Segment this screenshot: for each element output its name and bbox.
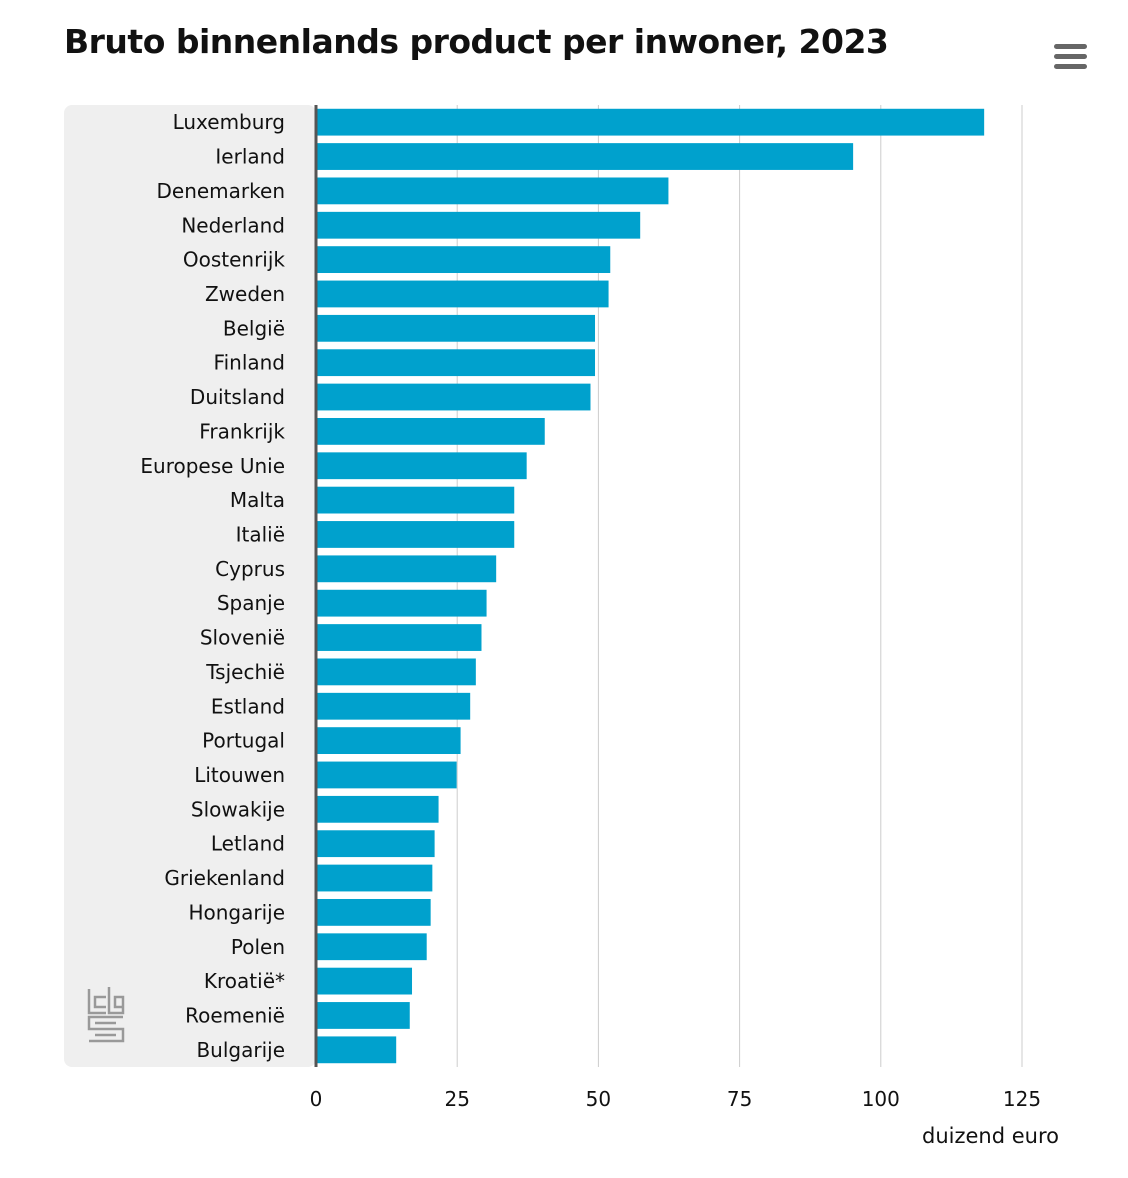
bar[interactable] [316, 177, 669, 205]
category-label: Portugal [202, 729, 285, 753]
bar[interactable] [316, 589, 487, 617]
category-label: Letland [211, 832, 285, 856]
bar[interactable] [316, 898, 431, 926]
bar[interactable] [316, 314, 596, 342]
category-label: Slovenië [200, 626, 285, 650]
bar[interactable] [316, 795, 439, 823]
category-label: Finland [214, 351, 285, 375]
bar[interactable] [316, 830, 435, 858]
category-label: Denemarken [157, 179, 286, 203]
bar[interactable] [316, 692, 471, 720]
bar[interactable] [316, 417, 545, 445]
bar[interactable] [316, 108, 985, 136]
x-tick-label: 75 [727, 1087, 752, 1111]
bar[interactable] [316, 624, 482, 651]
category-label: Spanje [217, 591, 285, 615]
category-label: Malta [230, 488, 285, 512]
category-label: Ierland [215, 145, 285, 169]
bar[interactable] [316, 280, 609, 308]
category-label: Italië [236, 522, 285, 546]
cbs-logo-icon [87, 987, 125, 1043]
category-label: Duitsland [190, 385, 285, 409]
x-tick-label: 25 [444, 1087, 469, 1111]
category-label: Frankrijk [199, 419, 285, 443]
x-tick-label: 100 [862, 1087, 900, 1111]
bar[interactable] [316, 246, 611, 274]
category-label: België [223, 316, 285, 340]
category-label: Oostenrijk [183, 248, 286, 272]
category-label: Polen [231, 935, 285, 959]
x-tick-label: 125 [1003, 1087, 1041, 1111]
bars [316, 108, 985, 1064]
category-label: Roemenië [185, 1003, 285, 1027]
x-tick-label: 0 [310, 1087, 323, 1111]
category-label: Litouwen [194, 763, 285, 787]
bar[interactable] [316, 933, 427, 961]
page-title: Bruto binnenlands product per inwoner, 2… [64, 22, 889, 61]
category-label: Europese Unie [140, 454, 285, 478]
bar[interactable] [316, 486, 515, 514]
hamburger-menu-icon[interactable] [1046, 38, 1094, 78]
bar[interactable] [316, 1002, 410, 1029]
category-label: Hongarije [188, 900, 285, 924]
x-tick-label: 50 [586, 1087, 611, 1111]
category-label: Estland [211, 694, 285, 718]
x-axis-ticks: 0 25 50 75 100 125 [310, 1087, 1041, 1111]
bar[interactable] [316, 864, 433, 892]
bar[interactable] [316, 1036, 397, 1064]
category-label: Griekenland [164, 866, 285, 890]
bar[interactable] [316, 555, 497, 583]
category-label: Cyprus [215, 557, 285, 581]
bar[interactable] [316, 452, 527, 480]
category-label: Tsjechië [205, 660, 285, 684]
bar[interactable] [316, 383, 591, 411]
bar[interactable] [316, 967, 413, 995]
category-label: Nederland [181, 213, 285, 237]
bar[interactable] [316, 143, 854, 170]
bar[interactable] [316, 349, 596, 377]
category-label: Luxemburg [173, 110, 285, 134]
category-label: Kroatië* [204, 969, 285, 993]
category-label: Slowakije [191, 797, 285, 821]
label-panel [64, 105, 316, 1067]
bar[interactable] [316, 211, 641, 239]
bar[interactable] [316, 727, 461, 755]
category-labels: Luxemburg Ierland Denemarken Nederland Ooste… [140, 110, 285, 1062]
category-label: Bulgarije [196, 1038, 285, 1062]
bar[interactable] [316, 658, 476, 686]
bar[interactable] [316, 521, 515, 548]
category-label: Zweden [205, 282, 285, 306]
x-axis-unit-label: duizend euro [922, 1124, 1059, 1148]
bar[interactable] [316, 761, 457, 789]
